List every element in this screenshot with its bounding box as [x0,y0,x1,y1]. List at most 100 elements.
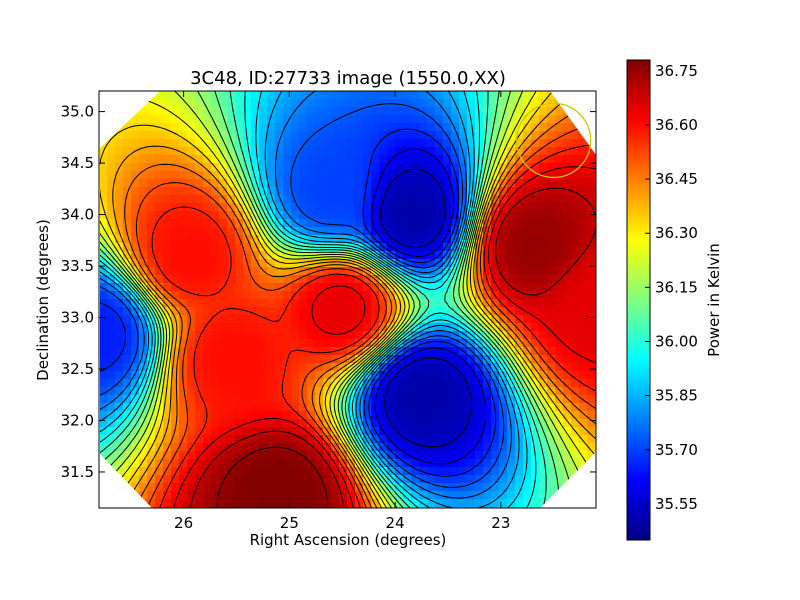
heatmap-cell [419,491,428,500]
heatmap-cell [115,419,124,428]
heatmap-cell [547,275,556,284]
heatmap-cell [323,115,332,124]
heatmap-cell [171,483,180,492]
heatmap-cell [100,275,108,284]
heatmap-cell [499,99,508,108]
heatmap-cell [315,99,324,108]
heatmap-cell [507,299,516,308]
heatmap-cell [339,299,348,308]
heatmap-cell [211,491,220,500]
heatmap-cell [275,243,284,252]
heatmap-cell [251,363,260,372]
heatmap-cell [131,491,140,500]
heatmap-cell [419,107,428,116]
heatmap-cell [227,179,236,188]
heatmap-cell [155,219,164,228]
heatmap-cell [123,339,132,348]
heatmap-cell [555,227,564,236]
heatmap-cell [491,475,500,484]
heatmap-cell [371,123,380,132]
heatmap-cell [427,219,436,228]
heatmap-cell [531,299,540,308]
heatmap-cell [587,299,596,308]
heatmap-cell [155,355,164,364]
heatmap-cell [483,395,492,404]
heatmap-cell [107,195,116,204]
heatmap-cell [363,283,372,292]
heatmap-cell [467,275,476,284]
heatmap-cell [211,227,220,236]
heatmap-cell [315,451,324,460]
heatmap-cell [251,123,260,132]
heatmap-cell [539,163,548,172]
heatmap-cell [371,371,380,380]
heatmap-cell [507,315,516,324]
heatmap-cell [107,403,116,412]
heatmap-cell [483,403,492,412]
heatmap-cell [539,411,548,420]
heatmap-cell [275,211,284,220]
heatmap-cell [163,299,172,308]
heatmap-cell [315,291,324,300]
y-tick-label: 32.5 [61,360,94,378]
heatmap-cell [571,155,580,164]
heatmap-cell [323,435,332,444]
heatmap-cell [339,99,348,108]
heatmap-cell [283,283,292,292]
heatmap-cell [179,131,188,140]
heatmap-cell [395,203,404,212]
heatmap-cell [507,99,516,108]
heatmap-cell [163,363,172,372]
heatmap-cell [259,155,268,164]
heatmap-cell [467,435,476,444]
heatmap-cell [323,331,332,340]
heatmap-cell [275,171,284,180]
heatmap-cell [443,355,452,364]
heatmap-cell [419,155,428,164]
heatmap-cell [347,291,356,300]
heatmap-cell [139,219,148,228]
heatmap-cell [539,227,548,236]
heatmap-cell [459,195,468,204]
heatmap-cell [115,259,124,268]
heatmap-cell [411,491,420,500]
heatmap-cell [219,187,228,196]
heatmap-cell [259,219,268,228]
heatmap-cell [323,347,332,356]
heatmap-cell [459,131,468,140]
heatmap-cell [179,259,188,268]
heatmap-cell [171,451,180,460]
heatmap-cell [411,235,420,244]
heatmap-cell [203,259,212,268]
heatmap-cell [347,155,356,164]
heatmap-cell [555,123,564,132]
heatmap-cell [411,411,420,420]
heatmap-cell [179,467,188,476]
heatmap-cell [203,451,212,460]
heatmap-cell [307,315,316,324]
heatmap-cell [547,267,556,276]
heatmap-cell [299,387,308,396]
heatmap-cell [467,203,476,212]
heatmap-cell [483,235,492,244]
heatmap-cell [443,163,452,172]
heatmap-cell [155,131,164,140]
heatmap-cell [315,235,324,244]
heatmap-cell [339,291,348,300]
heatmap-cell [475,259,484,268]
heatmap-cell [307,171,316,180]
heatmap-cell [587,267,596,276]
heatmap-cell [419,91,428,100]
heatmap-cell [211,427,220,436]
heatmap-cell [139,211,148,220]
heatmap-cell [243,459,252,468]
heatmap-cell [347,171,356,180]
heatmap-cell [435,331,444,340]
heatmap-cell [435,427,444,436]
heatmap-cell [291,459,300,468]
heatmap-cell [555,395,564,404]
heatmap-cell [291,403,300,412]
heatmap-cell [419,307,428,316]
heatmap-cell [419,499,428,508]
heatmap-cell [547,147,556,156]
